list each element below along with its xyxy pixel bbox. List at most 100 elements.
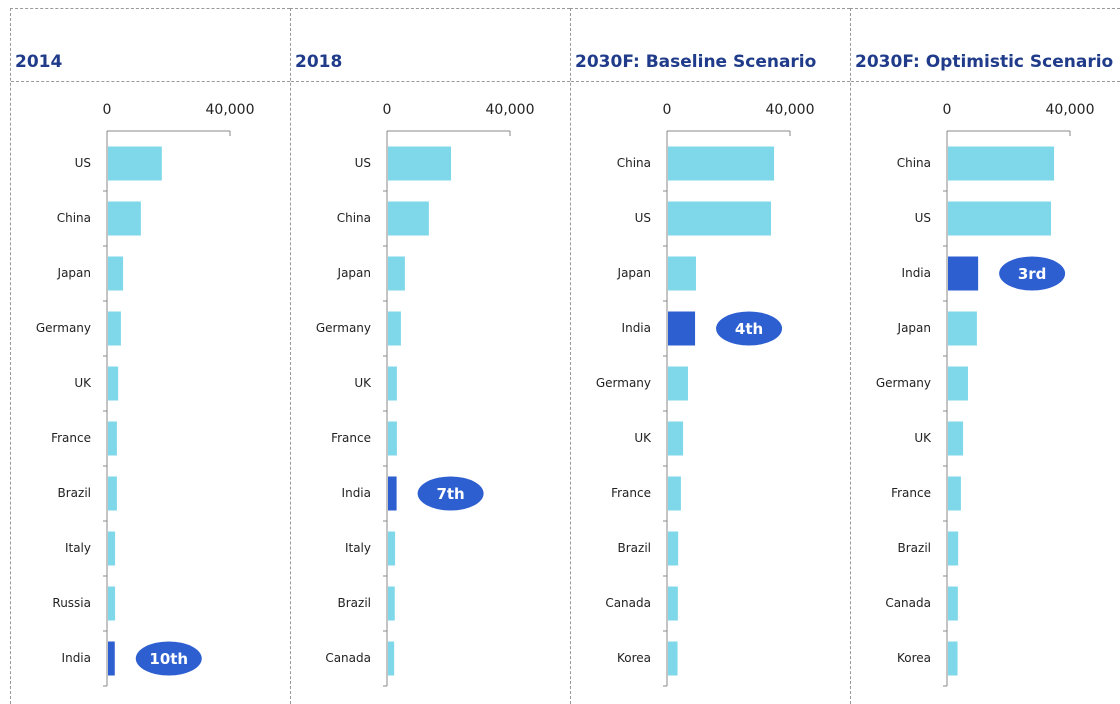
bar [668, 421, 684, 456]
y-tick-label: Brazil [58, 486, 92, 500]
bar [388, 146, 452, 181]
bar [108, 311, 121, 346]
x-tick-label: 40,000 [766, 102, 815, 118]
y-tick-label: India [622, 321, 651, 335]
x-tick-label: 0 [103, 102, 112, 118]
chart-panel: 2030F: Optimistic Scenario 0 40,000 China US… [850, 8, 1120, 704]
y-tick-label: UK [354, 376, 372, 390]
chart-title: 2030F: Optimistic Scenario [855, 52, 1114, 72]
y-tick-label: China [337, 211, 371, 225]
y-tick-label: Russia [52, 596, 91, 610]
bar [388, 531, 396, 566]
y-tick-label: France [891, 486, 931, 500]
y-tick-label: China [617, 156, 651, 170]
annotation-badge [417, 476, 484, 511]
y-tick-label: Germany [876, 376, 931, 390]
bar [388, 421, 397, 456]
bar [948, 531, 959, 566]
bar [108, 146, 162, 181]
y-tick-label: Canada [605, 596, 651, 610]
y-tick-label: Japan [337, 266, 371, 280]
annotation: 7th [436, 485, 464, 503]
x-tick-label: 40,000 [1046, 102, 1095, 118]
annotation: 3rd [1018, 265, 1047, 283]
bar [108, 586, 116, 621]
chart: 0 40,000 China US Japan India 4th Germany UK Fran… [596, 102, 815, 687]
bar [108, 201, 141, 236]
y-tick-label: France [611, 486, 651, 500]
bar [948, 366, 968, 401]
y-tick-label: Japan [897, 321, 931, 335]
y-tick-label: Japan [57, 266, 91, 280]
y-tick-label: Brazil [338, 596, 372, 610]
y-tick-label: Korea [897, 651, 931, 665]
bar [668, 476, 681, 511]
y-tick-label: Canada [885, 596, 931, 610]
chart: 0 40,000 US China Japan Germany UK France India 7… [316, 102, 535, 687]
bar [388, 201, 429, 236]
y-tick-label: US [915, 211, 931, 225]
panel-header: 2030F: Optimistic Scenario [851, 9, 1120, 82]
bar [108, 366, 119, 401]
x-tick-label: 0 [383, 102, 392, 118]
y-tick-label: Japan [617, 266, 651, 280]
bar [388, 366, 397, 401]
bar [668, 641, 678, 676]
bar [668, 531, 679, 566]
bar [948, 476, 961, 511]
panel-header: 2014 [11, 9, 290, 82]
y-tick-label: India [62, 651, 91, 665]
y-tick-label: France [331, 431, 371, 445]
chart: 0 40,000 China US India 3rd Japan Germany UK Fran… [876, 102, 1095, 687]
chart: 0 40,000 US China Japan Germany UK France Brazil… [36, 102, 255, 687]
bar [388, 641, 395, 676]
bar [948, 146, 1055, 181]
bar [108, 256, 124, 291]
bar [108, 476, 117, 511]
bar [108, 421, 117, 456]
y-tick-label: Italy [65, 541, 91, 555]
bar [388, 311, 401, 346]
bar [948, 586, 958, 621]
y-tick-label: Brazil [618, 541, 652, 555]
y-tick-label: China [897, 156, 931, 170]
panel-header: 2030F: Baseline Scenario [571, 9, 850, 82]
annotation-badge [999, 256, 1066, 291]
y-tick-label: France [51, 431, 91, 445]
x-tick-label: 0 [943, 102, 952, 118]
bar [108, 531, 116, 566]
bar [948, 256, 979, 291]
annotation: 4th [735, 320, 763, 338]
bar [948, 201, 1052, 236]
x-tick-label: 0 [663, 102, 672, 118]
bar [108, 641, 115, 676]
bar [388, 586, 395, 621]
chart-panel: 2030F: Baseline Scenario 0 40,000 China US Ja… [570, 8, 850, 704]
y-tick-label: US [75, 156, 91, 170]
y-tick-label: Korea [617, 651, 651, 665]
bar [388, 256, 405, 291]
y-tick-label: Canada [325, 651, 371, 665]
chart-panel: 2014 0 40,000 US China Japan Germany UK France Br… [10, 8, 290, 704]
bar [948, 641, 958, 676]
y-tick-label: UK [74, 376, 92, 390]
y-tick-label: Germany [316, 321, 371, 335]
y-tick-label: UK [914, 431, 932, 445]
chart-title: 2030F: Baseline Scenario [575, 52, 817, 72]
y-tick-label: India [902, 266, 931, 280]
y-tick-label: US [355, 156, 371, 170]
bar [948, 311, 977, 346]
y-tick-label: Germany [596, 376, 651, 390]
y-tick-label: India [342, 486, 371, 500]
bar [948, 421, 964, 456]
chart-panel: 2018 0 40,000 US China Japan Germany UK France In… [290, 8, 570, 704]
bar [668, 366, 688, 401]
bar [668, 311, 696, 346]
bar [668, 586, 678, 621]
y-tick-label: China [57, 211, 91, 225]
y-tick-label: UK [634, 431, 652, 445]
bar [668, 256, 696, 291]
bar [388, 476, 397, 511]
y-tick-label: Brazil [898, 541, 932, 555]
